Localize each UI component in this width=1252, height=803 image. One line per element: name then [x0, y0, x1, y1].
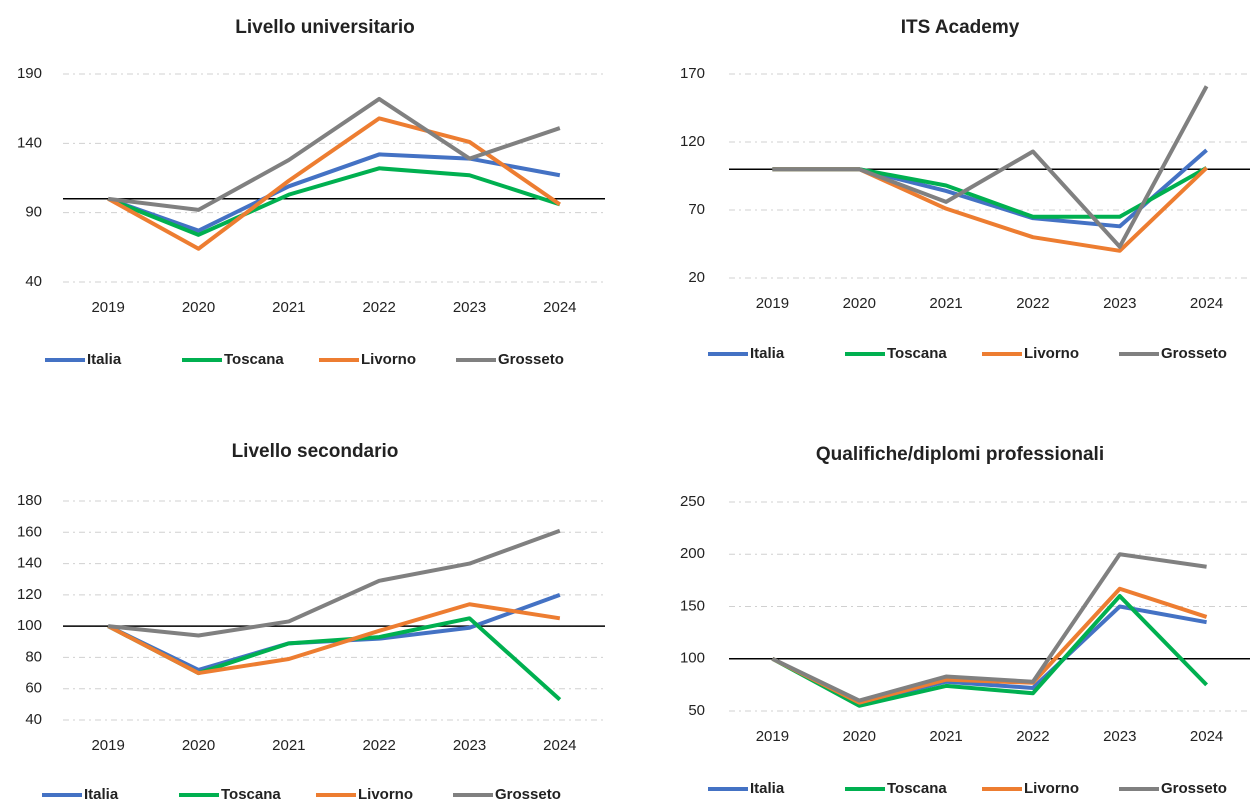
chart-title: Livello universitario [235, 17, 415, 38]
x-tick-label: 2019 [756, 295, 789, 312]
y-tick-label: 50 [688, 702, 705, 719]
x-tick-label: 2022 [362, 299, 395, 316]
y-tick-label: 60 [25, 680, 42, 697]
series-line [771, 552, 1207, 703]
y-tick-label: 100 [680, 650, 705, 667]
x-tick-label: 2020 [182, 299, 215, 316]
y-tick-label: 20 [688, 269, 705, 286]
legend-label: Italia [84, 786, 119, 803]
legend-label: Livorno [358, 786, 413, 803]
x-tick-label: 2023 [1103, 295, 1136, 312]
y-tick-label: 120 [680, 133, 705, 150]
x-tick-label: 2019 [91, 737, 124, 754]
x-tick-label: 2024 [1190, 295, 1223, 312]
y-tick-label: 140 [17, 555, 42, 572]
x-tick-label: 2024 [543, 737, 576, 754]
y-tick-label: 40 [25, 273, 42, 290]
x-tick-label: 2021 [272, 737, 305, 754]
legend-label: Toscana [221, 786, 281, 803]
series-line [107, 602, 561, 676]
x-tick-label: 2022 [1016, 295, 1049, 312]
x-tick-label: 2019 [91, 299, 124, 316]
y-tick-label: 160 [17, 523, 42, 540]
y-tick-label: 100 [17, 617, 42, 634]
y-tick-label: 170 [680, 65, 705, 82]
chart-title: ITS Academy [901, 17, 1020, 38]
y-tick-label: 120 [17, 586, 42, 603]
chart-title: Livello secondario [232, 441, 399, 462]
legend-label: Toscana [224, 351, 284, 368]
y-tick-label: 70 [688, 201, 705, 218]
x-tick-label: 2021 [272, 299, 305, 316]
y-tick-label: 180 [17, 492, 42, 509]
x-tick-label: 2019 [756, 728, 789, 745]
legend-label: Grosseto [498, 351, 564, 368]
x-tick-label: 2022 [362, 737, 395, 754]
series-line [107, 152, 561, 233]
x-tick-label: 2020 [843, 295, 876, 312]
series-line [772, 148, 1208, 229]
legend-label: Grosseto [1161, 780, 1227, 797]
x-tick-label: 2022 [1016, 728, 1049, 745]
legend-label: Toscana [887, 345, 947, 362]
legend-label: Livorno [1024, 780, 1079, 797]
y-tick-label: 80 [25, 648, 42, 665]
x-tick-label: 2024 [1190, 728, 1223, 745]
x-tick-label: 2020 [182, 737, 215, 754]
y-tick-label: 200 [680, 545, 705, 562]
series-line [107, 528, 561, 638]
series-line [772, 85, 1209, 249]
series-line [107, 96, 561, 212]
legend-label: Italia [750, 345, 785, 362]
x-tick-label: 2023 [453, 737, 486, 754]
y-tick-label: 140 [17, 134, 42, 151]
legend-label: Grosseto [495, 786, 561, 803]
x-tick-label: 2021 [929, 728, 962, 745]
x-tick-label: 2024 [543, 299, 576, 316]
legend-label: Toscana [887, 780, 947, 797]
chart-title: Qualifiche/diplomi professionali [816, 444, 1104, 465]
legend-label: Italia [750, 780, 785, 797]
y-tick-label: 40 [25, 711, 42, 728]
series-line [107, 166, 561, 237]
legend-label: Livorno [361, 351, 416, 368]
y-tick-label: 190 [17, 65, 42, 82]
y-tick-label: 90 [25, 204, 42, 221]
x-tick-label: 2021 [929, 295, 962, 312]
y-tick-label: 150 [680, 597, 705, 614]
legend-label: Italia [87, 351, 122, 368]
legend-label: Livorno [1024, 345, 1079, 362]
series-line [771, 594, 1209, 708]
x-tick-label: 2023 [453, 299, 486, 316]
x-tick-label: 2023 [1103, 728, 1136, 745]
legend-label: Grosseto [1161, 345, 1227, 362]
y-tick-label: 250 [680, 493, 705, 510]
x-tick-label: 2020 [843, 728, 876, 745]
